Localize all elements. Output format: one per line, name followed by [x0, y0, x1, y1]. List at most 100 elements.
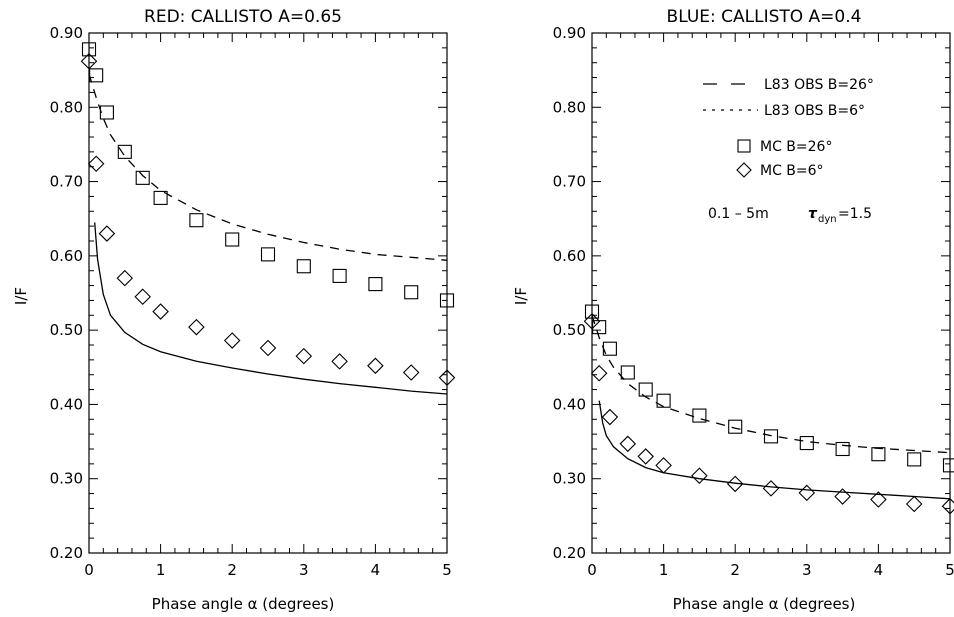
blue-square-point [620, 365, 635, 380]
blue-diamond-point [590, 364, 608, 382]
blue-square-point [728, 419, 743, 434]
red-xtick-label: 2 [227, 561, 237, 579]
red-square-point [89, 68, 104, 83]
blue-ytick-label: 0.20 [553, 544, 586, 562]
blue-square-point [942, 458, 954, 473]
blue-diamond-point [941, 497, 954, 515]
blue-square-point [656, 393, 671, 408]
red-series-line-2 [88, 73, 448, 261]
blue-series-line-3 [598, 400, 951, 500]
blue-ytick-label: 0.40 [553, 395, 586, 413]
red-plot-frame [88, 32, 448, 554]
red-square-point [225, 232, 240, 247]
blue-series-line-2 [591, 315, 951, 454]
red-ytick-label: 0.30 [50, 470, 83, 488]
blue-diamond-point [798, 484, 816, 502]
red-square-point [153, 190, 168, 205]
red-diamond-point [438, 369, 456, 386]
red-diamond-point [87, 155, 105, 173]
red-ytick-label: 0.20 [50, 544, 83, 562]
blue-diamond-point [691, 467, 708, 485]
red-diamond-point [152, 303, 169, 320]
red-panel-xlabel: Phase angle α (degrees) [152, 595, 335, 613]
blue-ytick-label: 0.80 [553, 98, 586, 116]
blue-diamond-point [834, 488, 851, 505]
red-diamond-point [188, 318, 205, 336]
blue-diamond-point [870, 491, 887, 508]
blue-ytick-label: 0.70 [553, 173, 586, 191]
blue-diamond-point [655, 457, 672, 474]
blue-panel-title: BLUE: CALLISTO A=0.4 [667, 7, 862, 27]
legend-label-l83-b26: L83 OBS B=26° [764, 77, 874, 93]
blue-ytick-label: 0.30 [553, 470, 586, 488]
annotation-tau-value: =1.5 [838, 206, 872, 222]
blue-xtick-label: 2 [730, 561, 740, 579]
legend-diamond-marker [736, 162, 752, 178]
red-diamond-point [367, 357, 384, 375]
red-square-point [117, 144, 132, 159]
red-xtick-label: 4 [371, 561, 381, 579]
legend-label-mc-b26: MC B=26° [760, 139, 832, 155]
blue-ytick-label: 0.60 [553, 247, 586, 265]
red-diamond-point [331, 353, 348, 370]
blue-panel-xlabel: Phase angle α (degrees) [673, 595, 856, 613]
red-xtick-label: 0 [84, 561, 94, 579]
blue-xtick-label: 4 [874, 561, 884, 579]
red-ytick-label: 0.40 [50, 395, 83, 413]
blue-xtick-label: 3 [802, 561, 812, 579]
red-ytick-label: 0.60 [50, 247, 83, 265]
legend: L83 OBS B=26° L83 OBS B=6° MC B=26° MC B… [703, 77, 874, 179]
red-xtick-label: 3 [299, 561, 309, 579]
red-diamond-point [98, 225, 116, 242]
blue-square-point [763, 429, 779, 444]
legend-label-l83-b6: L83 OBS B=6° [764, 103, 865, 119]
blue-ytick-label: 0.90 [553, 24, 586, 42]
blue-diamond-point [583, 312, 601, 330]
red-ytick-label: 0.50 [50, 321, 83, 339]
red-diamond-point [295, 347, 313, 365]
legend-label-mc-b6: MC B=6° [760, 163, 824, 179]
red-ytick-label: 0.80 [50, 98, 83, 116]
red-diamond-point [134, 288, 151, 305]
red-ytick-label: 0.70 [50, 173, 83, 191]
red-diamond-point [259, 339, 277, 357]
blue-square-point [692, 408, 707, 423]
red-square-point [81, 42, 97, 57]
blue-xtick-label: 5 [945, 561, 954, 579]
blue-plot-frame [591, 32, 951, 554]
annotation-range: 0.1 – 5m [708, 206, 769, 222]
blue-diamond-point [726, 475, 744, 493]
blue-diamond-point [619, 435, 637, 453]
red-diamond-point [80, 52, 98, 70]
red-square-point [99, 105, 114, 120]
blue-square-point [907, 452, 922, 467]
blue-diamond-point [905, 495, 923, 513]
blue-ytick-label: 0.50 [553, 321, 586, 339]
red-panel: RED: CALLISTO A=0.65 Phase angle α (degr… [12, 7, 456, 613]
annotation-tau-sub: dyn [818, 214, 837, 225]
blue-diamond-point [601, 408, 619, 426]
red-square-point [404, 285, 419, 300]
blue-xtick-label: 0 [587, 561, 597, 579]
red-panel-ylabel: I/F [12, 287, 30, 305]
blue-xtick-label: 1 [659, 561, 669, 579]
blue-square-point [835, 441, 850, 457]
blue-square-point [584, 304, 600, 319]
red-square-point [332, 268, 347, 283]
annotation: 0.1 – 5m τ dyn =1.5 [708, 206, 872, 225]
red-square-point [296, 259, 311, 274]
annotation-tau: τ [808, 206, 818, 222]
blue-square-point [638, 382, 653, 397]
red-diamond-point [223, 332, 241, 349]
red-diamond-point [402, 364, 420, 381]
red-xtick-label: 1 [156, 561, 166, 579]
red-diamond-point [116, 269, 134, 287]
blue-panel: BLUE: CALLISTO A=0.4 Phase angle α (degr… [512, 7, 954, 613]
blue-square-point [799, 436, 814, 451]
red-square-point [135, 170, 150, 185]
red-xtick-label: 5 [442, 561, 452, 579]
red-square-point [260, 247, 276, 262]
blue-diamond-point [637, 448, 654, 465]
legend-square-marker [737, 139, 751, 153]
